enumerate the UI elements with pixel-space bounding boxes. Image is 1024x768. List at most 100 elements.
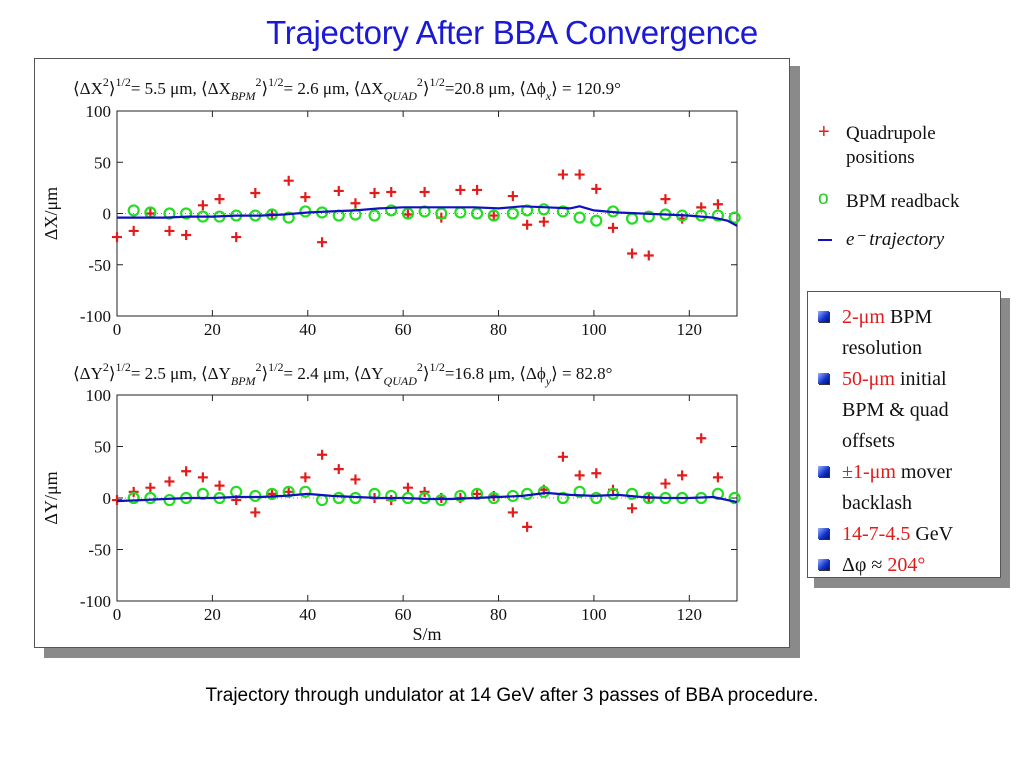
bpm-point — [265, 487, 279, 500]
x-tick-label: 100 — [581, 605, 607, 624]
bpm-point — [180, 207, 193, 220]
params-box: 2-μm BPM resolution 50-μm initial BPM & … — [807, 291, 1001, 578]
quad-point — [557, 451, 568, 462]
y-tick-label: 0 — [103, 205, 112, 224]
legend-quad-label-1: Quadrupole — [846, 123, 936, 144]
quad-point — [557, 169, 568, 180]
bpm-point — [385, 489, 398, 503]
legend-trajectory: e⁻ trajectory — [818, 228, 1008, 254]
quad-point — [643, 250, 654, 261]
quad-point — [419, 486, 430, 497]
x-axis-label: S/m — [412, 624, 441, 644]
quad-point — [128, 486, 139, 497]
quad-point — [627, 248, 638, 259]
quad-point — [627, 503, 638, 514]
quad-point — [522, 219, 533, 230]
quad-point — [696, 433, 707, 444]
bpm-point — [537, 485, 550, 498]
bpm-point — [282, 485, 295, 498]
bpm-point — [454, 489, 467, 503]
bullet-icon — [818, 373, 829, 384]
bpm-point — [590, 491, 603, 505]
quad-point — [250, 188, 261, 198]
bpm-point — [506, 207, 519, 220]
quad-point — [231, 232, 242, 243]
y-axis-label: ΔY/μm — [41, 471, 61, 524]
quad-point — [164, 225, 175, 236]
quad-point — [507, 191, 518, 202]
legend-traj-label: e⁻ trajectory — [846, 229, 945, 250]
quad-point — [181, 466, 192, 477]
bpm-point — [573, 485, 586, 498]
quad-point — [712, 472, 723, 483]
quad-point — [197, 200, 208, 211]
top-stats: ⟨ΔX2⟩1/2= 5.5 μm, ⟨ΔXBPM2⟩1/2= 2.6 μm, ⟨… — [73, 75, 621, 103]
figure-panel: ⟨ΔX2⟩1/2= 5.5 μm, ⟨ΔXBPM2⟩1/2= 2.6 μm, ⟨… — [34, 58, 790, 648]
bullet-icon — [818, 528, 829, 539]
param-offsets: 50-μm initial BPM & quad offsets — [818, 364, 994, 457]
quad-point — [283, 175, 294, 186]
quad-point — [300, 192, 311, 203]
quad-point — [386, 186, 397, 197]
x-tick-label: 40 — [299, 320, 316, 339]
y-tick-label: 100 — [86, 102, 112, 121]
quad-point — [574, 169, 585, 180]
quad-point — [181, 230, 192, 241]
quad-point — [677, 470, 688, 481]
bpm-point — [282, 211, 295, 224]
bpm-point — [127, 204, 140, 217]
x-tick-label: 60 — [395, 320, 412, 339]
y-tick-label: 0 — [103, 489, 112, 508]
plus-icon: + — [818, 121, 830, 143]
quad-point — [591, 183, 602, 194]
y-tick-label: 50 — [94, 153, 111, 172]
bpm-point — [642, 210, 655, 223]
y-tick-label: -100 — [80, 307, 111, 326]
bpm-point — [435, 207, 448, 220]
x-tick-label: 120 — [677, 320, 703, 339]
bullet-icon — [818, 559, 829, 570]
quad-point — [317, 449, 328, 460]
bottom-stats: ⟨ΔY2⟩1/2= 2.5 μm, ⟨ΔYBPM2⟩1/2= 2.4 μm, ⟨… — [73, 360, 612, 388]
bpm-point — [537, 203, 550, 216]
quad-point — [214, 194, 225, 205]
circle-icon: o — [818, 188, 829, 209]
quad-point — [472, 184, 483, 195]
bpm-point — [332, 491, 345, 505]
quad-point — [333, 464, 344, 475]
bpm-point — [401, 207, 415, 220]
quad-point — [350, 198, 361, 209]
quad-point — [712, 199, 723, 210]
x-tick-label: 40 — [299, 605, 316, 624]
bullet-icon — [818, 311, 829, 322]
bpm-point — [556, 205, 570, 218]
line-icon — [818, 239, 832, 241]
y-tick-label: -50 — [88, 541, 111, 560]
legend: + Quadrupole positions o BPM readback e⁻ … — [818, 121, 1008, 262]
quad-point — [591, 468, 602, 479]
quad-point — [350, 474, 361, 485]
quad-point — [522, 521, 533, 532]
quad-point — [317, 237, 328, 248]
y-tick-label: -100 — [80, 592, 111, 611]
param-energy: 14-7-4.5 GeV — [818, 519, 994, 550]
quad-point — [214, 480, 225, 491]
quad-point — [164, 476, 175, 487]
trajectory-line — [117, 205, 738, 227]
quad-point — [455, 184, 466, 195]
bullet-icon — [818, 466, 829, 477]
quad-point — [488, 210, 499, 221]
legend-quad-label-2: positions — [846, 147, 915, 168]
y-axis-label: ΔX/μm — [41, 187, 61, 240]
bpm-point — [385, 204, 398, 217]
page-title: Trajectory After BBA Convergence — [266, 14, 758, 51]
bpm-point — [728, 211, 741, 224]
quad-point — [369, 188, 380, 198]
legend-bpm-label: BPM readback — [846, 191, 960, 212]
x-tick-label: 0 — [113, 320, 122, 339]
quad-point — [128, 225, 139, 236]
bpm-point — [556, 491, 570, 505]
quad-point — [145, 482, 156, 493]
quad-point — [574, 470, 585, 481]
